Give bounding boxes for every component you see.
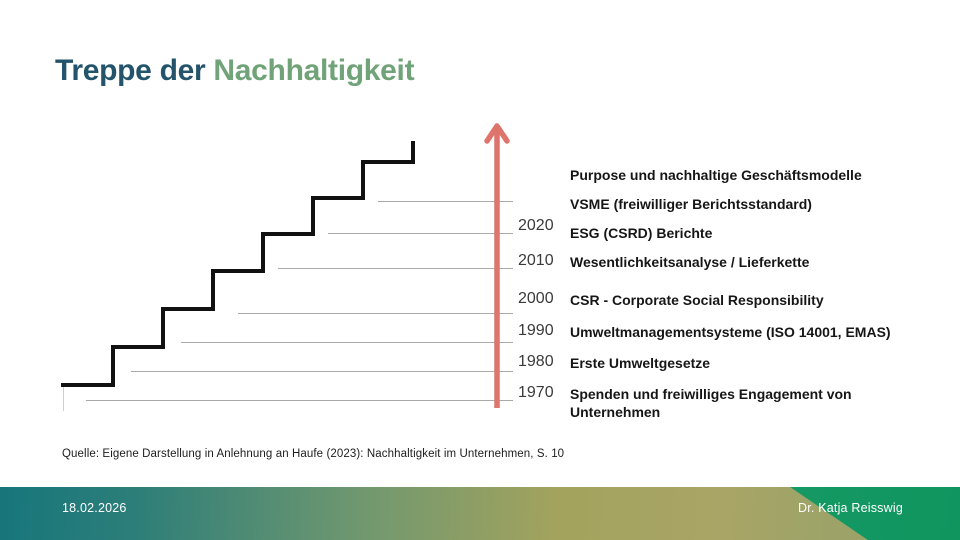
page-title: Treppe der Nachhaltigkeit (55, 54, 415, 88)
title-part-accent: Nachhaltigkeit (213, 54, 415, 87)
growth-arrow (484, 123, 510, 408)
stairs-diagram (61, 123, 513, 411)
footer-bar: 18.02.2026 Dr. Katja Reisswig (0, 487, 960, 540)
title-part-primary: Treppe der (55, 54, 214, 87)
footer-date: 18.02.2026 (62, 501, 127, 515)
footer-author: Dr. Katja Reisswig (797, 501, 903, 515)
staircase-shape (61, 141, 415, 387)
source-note: Quelle: Eigene Darstellung in Anlehnung … (62, 448, 565, 460)
